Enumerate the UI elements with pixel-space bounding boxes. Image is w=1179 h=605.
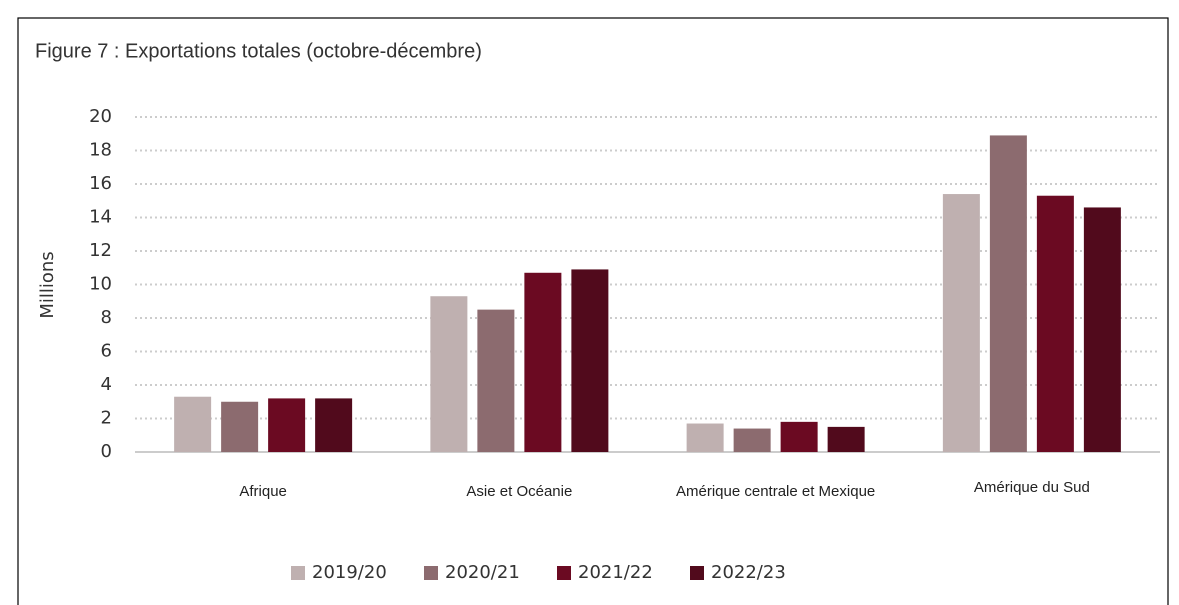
bar: [733, 428, 771, 452]
bar: [524, 272, 562, 452]
bar: [1036, 195, 1074, 452]
legend-swatch: [690, 566, 704, 580]
y-tick-label: 10: [89, 274, 112, 295]
bar: [268, 398, 306, 452]
y-tick-label: 14: [89, 207, 112, 228]
legend-label: 2019/20: [312, 562, 387, 583]
y-tick-label: 8: [101, 307, 112, 328]
bar: [780, 421, 818, 452]
bar: [1083, 207, 1121, 452]
bar: [989, 135, 1027, 453]
bar: [477, 309, 515, 452]
y-tick-label: 12: [89, 240, 112, 261]
legend-swatch: [424, 566, 438, 580]
bar: [315, 398, 353, 452]
y-tick-label: 4: [101, 374, 112, 395]
y-tick-label: 20: [89, 106, 112, 127]
bar: [827, 426, 865, 452]
frame: [17, 17, 1169, 605]
chart-title: Figure 7 : Exportations totales (octobre…: [35, 40, 482, 62]
bar: [686, 423, 724, 452]
bar: [174, 396, 212, 452]
legend-label: 2021/22: [578, 562, 653, 583]
y-tick-label: 16: [89, 173, 112, 194]
y-tick-label: 2: [101, 408, 112, 429]
bar: [571, 269, 609, 452]
bar: [942, 194, 980, 453]
bar: [221, 401, 259, 452]
legend-swatch: [291, 566, 305, 580]
x-tick-label: Asie et Océanie: [466, 483, 573, 500]
x-tick-label: Afrique: [239, 483, 287, 500]
y-tick-label: 0: [101, 441, 112, 462]
x-tick-label: Amérique du Sud: [973, 479, 1090, 496]
y-tick-label: 18: [89, 140, 112, 161]
legend-swatch: [557, 566, 571, 580]
y-axis-label: Millions: [37, 251, 58, 318]
legend-label: 2020/21: [445, 562, 520, 583]
legend-label: 2022/23: [711, 562, 786, 583]
bar: [430, 296, 468, 452]
x-tick-label: Amérique centrale et Mexique: [675, 483, 876, 500]
y-tick-label: 6: [101, 341, 112, 362]
